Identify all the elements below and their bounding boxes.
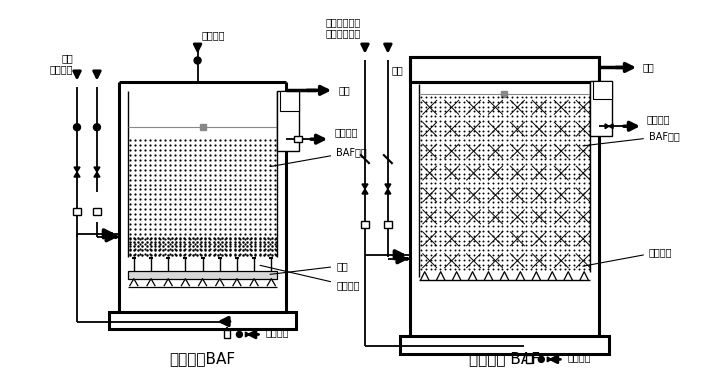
Text: 曝气空气备用
风机开启反洗: 曝气空气备用 风机开启反洗 xyxy=(326,17,361,38)
Polygon shape xyxy=(385,189,391,194)
Text: 反洗进水: 反洗进水 xyxy=(265,328,289,337)
Bar xyxy=(590,81,612,136)
Polygon shape xyxy=(385,184,391,189)
Circle shape xyxy=(74,124,81,131)
Polygon shape xyxy=(250,332,253,337)
Bar xyxy=(294,136,302,142)
Polygon shape xyxy=(74,167,80,172)
Bar xyxy=(277,91,299,151)
Bar xyxy=(109,311,296,329)
Text: 反洗进水: 反洗进水 xyxy=(567,352,591,362)
Bar xyxy=(400,336,609,354)
Polygon shape xyxy=(74,172,80,177)
Text: 出水: 出水 xyxy=(338,85,350,95)
Text: BAF滤料: BAF滤料 xyxy=(270,147,367,167)
Bar xyxy=(361,221,369,228)
Text: 曝气空气: 曝气空气 xyxy=(201,31,225,41)
Bar xyxy=(410,57,599,83)
Bar xyxy=(93,208,101,215)
Polygon shape xyxy=(245,332,250,337)
Text: BAF滤料: BAF滤料 xyxy=(583,131,679,146)
Bar xyxy=(73,208,81,215)
Text: 反洗排水: 反洗排水 xyxy=(334,127,358,137)
Bar xyxy=(384,221,392,228)
Bar xyxy=(593,81,612,99)
Bar xyxy=(225,331,230,339)
Circle shape xyxy=(194,57,201,64)
Text: 反洗排水: 反洗排水 xyxy=(647,114,670,124)
Polygon shape xyxy=(605,124,609,129)
Polygon shape xyxy=(362,184,368,189)
Polygon shape xyxy=(609,124,613,129)
Text: 进水: 进水 xyxy=(392,66,404,75)
Bar xyxy=(280,91,299,111)
Polygon shape xyxy=(547,357,551,362)
Bar xyxy=(526,356,532,363)
Text: 轻质滤料 BAF: 轻质滤料 BAF xyxy=(469,351,540,366)
Circle shape xyxy=(538,356,544,362)
Text: 反洗
空气进水: 反洗 空气进水 xyxy=(49,53,73,74)
Text: 陶粒滤料BAF: 陶粒滤料BAF xyxy=(170,351,235,366)
Polygon shape xyxy=(94,172,100,177)
Text: 长柄滤头: 长柄滤头 xyxy=(260,265,360,291)
Text: 滤板: 滤板 xyxy=(270,261,348,274)
Text: 出水: 出水 xyxy=(643,63,655,72)
Polygon shape xyxy=(551,357,555,362)
Bar xyxy=(128,271,277,279)
Circle shape xyxy=(236,331,243,337)
Polygon shape xyxy=(362,189,368,194)
Polygon shape xyxy=(94,167,100,172)
Text: 滤料框架: 滤料框架 xyxy=(583,247,672,266)
Circle shape xyxy=(93,124,100,131)
